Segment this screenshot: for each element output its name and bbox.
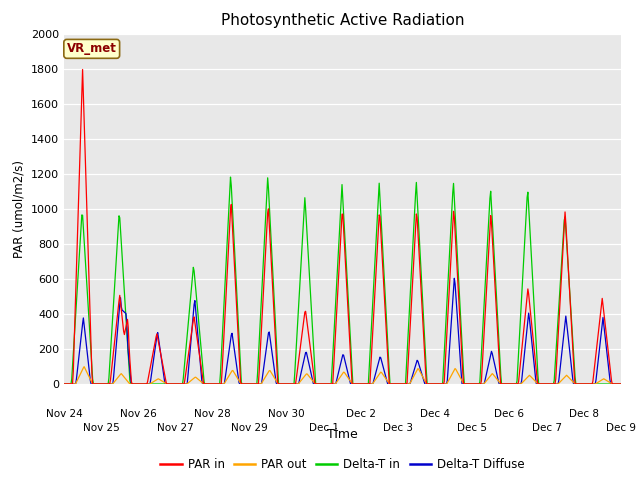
Text: Dec 2: Dec 2: [346, 409, 376, 419]
Text: Nov 29: Nov 29: [231, 423, 268, 433]
Delta-T Diffuse: [70, 381, 78, 387]
PAR out: [185, 380, 193, 385]
Text: Dec 9: Dec 9: [606, 423, 636, 433]
Text: Nov 26: Nov 26: [120, 409, 157, 419]
Text: Dec 8: Dec 8: [569, 409, 598, 419]
PAR out: [60, 381, 68, 387]
PAR in: [128, 381, 136, 387]
Text: Nov 28: Nov 28: [194, 409, 231, 419]
Delta-T in: [60, 381, 68, 387]
Text: Dec 1: Dec 1: [309, 423, 339, 433]
Line: PAR in: PAR in: [64, 70, 621, 384]
Legend: PAR in, PAR out, Delta-T in, Delta-T Diffuse: PAR in, PAR out, Delta-T in, Delta-T Dif…: [156, 453, 529, 475]
Text: Nov 27: Nov 27: [157, 423, 194, 433]
Delta-T in: [127, 381, 135, 387]
Text: Dec 6: Dec 6: [495, 409, 524, 419]
PAR out: [617, 381, 625, 387]
Delta-T Diffuse: [410, 368, 418, 373]
Text: Dec 4: Dec 4: [420, 409, 450, 419]
Delta-T Diffuse: [214, 381, 221, 387]
Delta-T Diffuse: [451, 276, 458, 281]
PAR in: [214, 381, 222, 387]
PAR in: [70, 343, 78, 349]
Line: Delta-T Diffuse: Delta-T Diffuse: [64, 278, 621, 384]
Delta-T Diffuse: [127, 381, 135, 387]
Delta-T Diffuse: [426, 381, 434, 387]
Line: Delta-T in: Delta-T in: [64, 177, 621, 384]
PAR in: [617, 381, 625, 387]
Y-axis label: PAR (umol/m2/s): PAR (umol/m2/s): [12, 160, 26, 258]
Delta-T in: [617, 381, 625, 387]
Delta-T in: [70, 338, 78, 344]
PAR out: [214, 381, 222, 387]
Delta-T Diffuse: [184, 373, 192, 379]
PAR in: [60, 381, 68, 387]
PAR out: [411, 372, 419, 377]
PAR in: [411, 239, 419, 245]
Text: Dec 3: Dec 3: [383, 423, 413, 433]
Title: Photosynthetic Active Radiation: Photosynthetic Active Radiation: [221, 13, 464, 28]
PAR out: [70, 381, 78, 387]
Delta-T in: [227, 174, 234, 180]
PAR in: [79, 67, 86, 72]
Delta-T in: [214, 381, 221, 387]
Delta-T in: [411, 205, 419, 211]
Delta-T Diffuse: [617, 381, 625, 387]
Delta-T Diffuse: [60, 381, 68, 387]
Text: Dec 7: Dec 7: [532, 423, 561, 433]
Line: PAR out: PAR out: [64, 367, 621, 384]
PAR out: [428, 381, 435, 387]
X-axis label: Time: Time: [327, 428, 358, 441]
PAR out: [128, 381, 136, 387]
Text: Nov 25: Nov 25: [83, 423, 120, 433]
Text: Dec 5: Dec 5: [458, 423, 487, 433]
Delta-T in: [428, 381, 435, 387]
PAR in: [428, 381, 435, 387]
PAR in: [185, 350, 193, 356]
Text: VR_met: VR_met: [67, 42, 116, 55]
PAR out: [80, 364, 88, 370]
Delta-T in: [184, 324, 192, 330]
Text: Nov 30: Nov 30: [268, 409, 305, 419]
Text: Nov 24: Nov 24: [45, 409, 83, 419]
